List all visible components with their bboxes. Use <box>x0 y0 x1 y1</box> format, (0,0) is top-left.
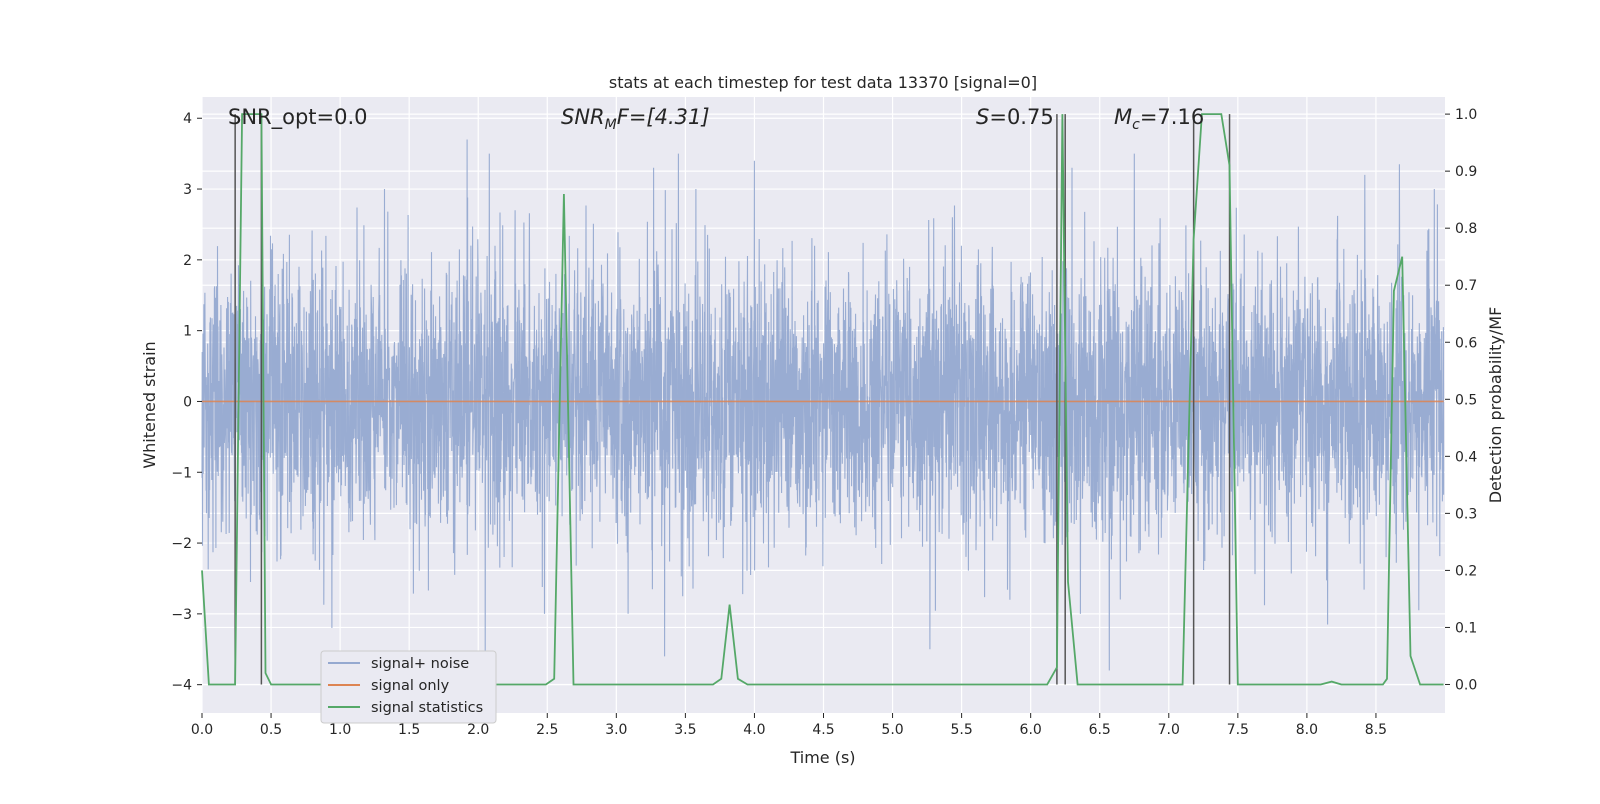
annotation-snr-mf: SNRMF=[4.31] <box>561 105 710 133</box>
y-right-axis-label: Detection probability/MF <box>1486 307 1505 504</box>
y-right-tick-label-6: 0.6 <box>1455 335 1477 351</box>
x-tick-label-14: 7.0 <box>1158 722 1180 738</box>
chart-title: stats at each timestep for test data 133… <box>609 73 1037 92</box>
y-left-tick-label-1: −3 <box>171 607 192 623</box>
y-left-tick-label-0: −4 <box>171 678 192 694</box>
y-right-tick-label-3: 0.3 <box>1455 506 1477 522</box>
y-right-tick-label-5: 0.5 <box>1455 392 1477 408</box>
x-tick-label-4: 2.0 <box>467 722 489 738</box>
x-tick-label-6: 3.0 <box>605 722 627 738</box>
x-tick-label-5: 2.5 <box>536 722 558 738</box>
y-left-tick-label-3: −1 <box>171 465 192 481</box>
y-left-axis-ticks: −4 −3 −2 −1 0 1 2 3 4 <box>171 111 202 694</box>
series-signal-statistics <box>201 113 1444 686</box>
y-left-tick-label-5: 1 <box>183 324 192 340</box>
annotation-mc: Mc=7.16 <box>1114 105 1204 133</box>
x-axis-label: Time (s) <box>789 748 855 767</box>
x-tick-label-16: 8.0 <box>1296 722 1318 738</box>
noise-line <box>201 139 1445 671</box>
y-left-tick-label-8: 4 <box>183 111 192 127</box>
y-left-tick-label-7: 3 <box>183 182 192 198</box>
x-tick-label-1: 0.5 <box>260 722 282 738</box>
annotation-snr-opt: SNR_opt=0.0 <box>228 105 368 130</box>
y-left-axis-label: Whitened strain <box>140 341 159 468</box>
y-left-tick-label-6: 2 <box>183 253 192 269</box>
y-right-tick-label-8: 0.8 <box>1455 221 1477 237</box>
x-tick-label-10: 5.0 <box>881 722 903 738</box>
y-right-tick-label-9: 0.9 <box>1455 164 1477 180</box>
y-left-tick-label-2: −2 <box>171 536 192 552</box>
statistics-line <box>201 113 1444 686</box>
y-right-tick-label-10: 1.0 <box>1455 107 1477 123</box>
legend: signal+ noise signal only signal statist… <box>320 650 497 724</box>
y-right-tick-label-2: 0.2 <box>1455 563 1477 579</box>
legend-label-signal-only: signal only <box>371 678 450 694</box>
legend-label-signal-statistics: signal statistics <box>371 700 483 716</box>
x-tick-label-9: 4.5 <box>812 722 834 738</box>
x-tick-label-8: 4.0 <box>743 722 765 738</box>
y-right-tick-label-1: 0.1 <box>1455 620 1477 636</box>
x-tick-label-2: 1.0 <box>329 722 351 738</box>
x-tick-label-0: 0.0 <box>191 722 213 738</box>
y-right-tick-label-7: 0.7 <box>1455 278 1477 294</box>
y-right-tick-label-0: 0.0 <box>1455 677 1477 693</box>
x-axis-ticks: 0.0 0.5 1.0 1.5 2.0 2.5 3.0 3.5 4.0 4.5 5.0 5.5 6.0 6… <box>191 713 1387 738</box>
x-tick-label-12: 6.0 <box>1020 722 1042 738</box>
x-tick-label-11: 5.5 <box>950 722 972 738</box>
y-right-axis-ticks: 0.0 0.1 0.2 0.3 0.4 0.5 0.6 0.7 0.8 0.9 1.0 <box>1445 107 1477 693</box>
y-right-tick-label-4: 0.4 <box>1455 449 1477 465</box>
x-tick-label-7: 3.5 <box>674 722 696 738</box>
x-tick-label-13: 6.5 <box>1089 722 1111 738</box>
x-tick-label-15: 7.5 <box>1227 722 1249 738</box>
series-signal-noise <box>201 139 1445 671</box>
annotation-s: S=0.75 <box>976 105 1054 129</box>
x-tick-label-17: 8.5 <box>1365 722 1387 738</box>
y-left-tick-label-4: 0 <box>183 394 192 410</box>
legend-box <box>320 650 497 724</box>
legend-label-signal-noise: signal+ noise <box>371 656 469 672</box>
x-tick-label-3: 1.5 <box>398 722 420 738</box>
